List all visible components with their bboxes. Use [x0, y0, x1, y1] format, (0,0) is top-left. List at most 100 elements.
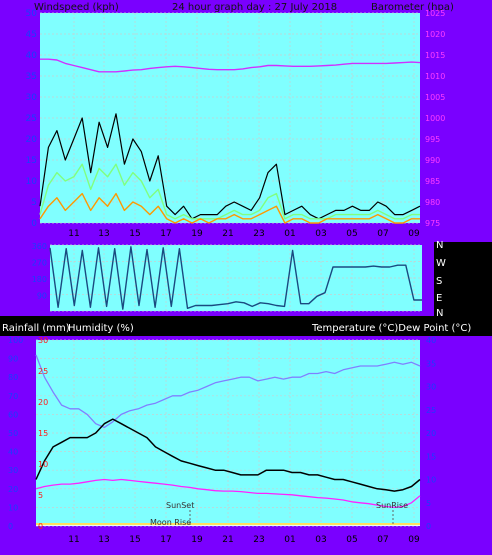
wind-tick-label: 0 [31, 219, 37, 229]
temp-axis-title: Temperature (°C)Dew Point (°C) [311, 323, 471, 334]
wind_gust-line [39, 163, 420, 220]
direction-tick-label: 270 [32, 259, 47, 268]
wind-tick-label: 10 [26, 177, 38, 187]
moonrise-label: Moon Rise [150, 518, 191, 527]
temp-x-tick-label: 07 [377, 535, 388, 545]
temp-tick-label: 15 [426, 452, 436, 461]
temp-series [35, 354, 421, 526]
rain-tick-label: 30 [38, 336, 48, 345]
wind-x-tick-label: 07 [377, 229, 388, 239]
temp-tick-label: 10 [426, 476, 436, 485]
baro-tick-label: 995 [425, 135, 440, 144]
wind-x-tick-label: 05 [346, 229, 357, 239]
dewpoint-line [35, 478, 421, 509]
wind-tick-label: 15 [26, 156, 37, 166]
rain-tick-label: 15 [38, 429, 48, 438]
direction-tick-label: 90 [37, 292, 47, 301]
wind-x-tick-label: 03 [315, 229, 326, 239]
humidity-tick-label: 80 [8, 373, 18, 382]
wind-x-tick-label: 19 [191, 229, 203, 239]
wind-axis-title: Windspeed (kph) [34, 2, 119, 13]
humidity-tick-label: 30 [8, 466, 18, 475]
wind-tick-label: 40 [26, 51, 38, 61]
wind-tick-label: 20 [26, 135, 38, 145]
rain-axis-title: Rainfall (mm) [2, 323, 70, 334]
baro-tick-label: 1020 [425, 30, 445, 39]
temp-x-tick-label: 03 [315, 535, 326, 545]
wind-x-tick-label: 15 [129, 229, 140, 239]
rain-tick-label: 0 [38, 522, 43, 531]
temp-tick-label: 35 [426, 359, 436, 368]
humidity-line [35, 354, 421, 429]
temp-x-tick-label: 23 [253, 535, 264, 545]
axis-ticks: 0510152025303540455097598098599099510001… [8, 9, 445, 545]
temp-x-tick-label: 13 [98, 535, 109, 545]
baro-tick-label: 1000 [425, 114, 445, 123]
temp-x-tick-label: 11 [68, 535, 79, 545]
humidity-tick-label: 60 [8, 410, 18, 419]
temp-tick-label: 0 [426, 522, 431, 531]
rain-tick-label: 10 [38, 460, 48, 469]
direction-series [49, 246, 422, 310]
dir-label-e: E [436, 293, 442, 304]
middle-right-bg [434, 242, 492, 316]
humidity-tick-label: 20 [8, 485, 18, 494]
baro-tick-label: 985 [425, 177, 440, 186]
chart-main-title: 24 hour graph day : 27 July 2018 [172, 2, 337, 13]
temp-tick-label: 40 [426, 336, 436, 345]
wind-tick-label: 5 [31, 198, 37, 208]
temp-tick-label: 5 [426, 499, 431, 508]
wind_avg-line [39, 113, 421, 220]
temp-x-tick-label: 17 [160, 535, 171, 545]
wind-tick-label: 30 [26, 93, 38, 103]
wind-x-tick-label: 01 [284, 229, 295, 239]
wind-tick-label: 35 [26, 72, 37, 82]
temp-x-tick-label: 01 [284, 535, 295, 545]
wind-x-tick-label: 11 [68, 229, 79, 239]
humidity-axis-title: Humidity (%) [68, 323, 134, 334]
humidity-tick-label: 100 [8, 336, 23, 345]
wind-series [39, 58, 421, 224]
temp-x-tick-label: 09 [408, 535, 420, 545]
direction-tick-label: 180 [32, 275, 47, 284]
barometer-line [40, 58, 421, 73]
wind-tick-label: 25 [26, 114, 37, 124]
wind-x-tick-label: 21 [222, 229, 233, 239]
temp-tick-label: 25 [426, 406, 436, 415]
humidity-tick-label: 40 [8, 448, 18, 457]
baro-tick-label: 1025 [425, 9, 445, 18]
wind-x-tick-label: 13 [98, 229, 109, 239]
temp-x-tick-label: 19 [191, 535, 203, 545]
humidity-tick-label: 0 [8, 522, 13, 531]
wind-x-tick-label: 09 [408, 229, 420, 239]
baro-tick-label: 1010 [425, 72, 445, 81]
direction-line [49, 246, 422, 310]
temp-grid [36, 339, 420, 527]
sunset-label: SunSet [166, 501, 194, 510]
direction-tick-label: 360 [32, 242, 47, 251]
dir-label-w: W [436, 258, 446, 269]
temp-x-tick-label: 15 [129, 535, 140, 545]
gap-bg [0, 316, 492, 336]
dir-label-n-top: N [436, 240, 443, 251]
temp-tick-label: 20 [426, 429, 436, 438]
rain-tick-label: 5 [38, 491, 43, 500]
baro-tick-label: 980 [425, 198, 440, 207]
baro-tick-label: 990 [425, 156, 440, 165]
humidity-tick-label: 90 [8, 355, 18, 364]
temp-tick-label: 30 [426, 383, 436, 392]
wind-grid [40, 12, 420, 224]
temperature-line [35, 418, 421, 492]
temp-x-tick-label: 21 [222, 535, 233, 545]
dir-label-s: S [436, 276, 442, 287]
wind-tick-label: 50 [26, 9, 38, 19]
baro-tick-label: 975 [425, 219, 440, 228]
baro-axis-title: Barometer (hpa) [371, 2, 454, 13]
dir-label-n-bottom: N [436, 308, 443, 319]
humidity-tick-label: 70 [8, 392, 18, 401]
humidity-tick-label: 50 [8, 429, 18, 438]
humidity-tick-label: 10 [8, 503, 18, 512]
direction-grid [50, 244, 422, 312]
sunrise-label: SunRise [376, 501, 408, 510]
